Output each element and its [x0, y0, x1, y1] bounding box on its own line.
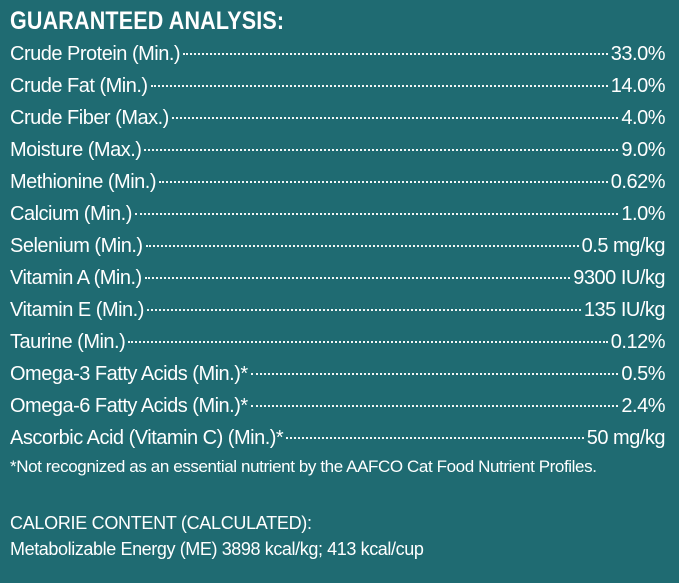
nutrient-value: 50 mg/kg: [586, 427, 666, 449]
nutrient-label: Taurine (Min.): [10, 331, 126, 353]
aafco-footnote: *Not recognized as an essential nutrient…: [10, 457, 597, 476]
nutrient-value: 33.0%: [610, 43, 666, 65]
dotted-leader: [128, 341, 608, 343]
nutrient-label: Calcium (Min.): [10, 203, 132, 225]
nutrient-label: Omega-3 Fatty Acids (Min.)*: [10, 363, 248, 385]
nutrient-row-crude-protein: Crude Protein (Min.) 33.0%: [10, 38, 666, 70]
nutrient-label: Vitamin A (Min.): [10, 267, 142, 289]
nutrient-row-crude-fat: Crude Fat (Min.) 14.0%: [10, 70, 666, 102]
nutrient-value: 0.12%: [610, 331, 666, 353]
dotted-leader: [286, 437, 584, 439]
nutrient-list: Crude Protein (Min.) 33.0% Crude Fat (Mi…: [10, 38, 666, 454]
nutrient-row-selenium: Selenium (Min.) 0.5 mg/kg: [10, 230, 666, 262]
calorie-content-title: CALORIE CONTENT (CALCULATED):: [10, 513, 312, 533]
dotted-leader: [144, 149, 619, 151]
nutrient-label: Vitamin E (Min.): [10, 299, 144, 321]
nutrient-label: Crude Fat (Min.): [10, 75, 148, 97]
nutrient-value: 2.4%: [621, 395, 665, 417]
nutrient-label: Methionine (Min.): [10, 171, 157, 193]
nutrient-row-vitamin-a: Vitamin A (Min.) 9300 IU/kg: [10, 262, 665, 294]
dotted-leader: [250, 405, 619, 407]
dotted-leader: [146, 309, 581, 311]
nutrient-value: 0.5 mg/kg: [581, 235, 666, 257]
nutrient-value: 9.0%: [621, 139, 665, 161]
analysis-heading: GUARANTEED ANALYSIS:: [10, 7, 285, 35]
nutrient-value: 4.0%: [621, 107, 665, 129]
dotted-leader: [183, 53, 608, 55]
nutrient-value: 135 IU/kg: [583, 299, 666, 321]
nutrient-label: Ascorbic Acid (Vitamin C) (Min.)*: [10, 427, 284, 449]
nutrient-label: Crude Protein (Min.): [10, 43, 181, 65]
nutrient-row-vitamin-e: Vitamin E (Min.) 135 IU/kg: [10, 294, 666, 326]
dotted-leader: [171, 117, 619, 119]
nutrient-row-ascorbic-acid: Ascorbic Acid (Vitamin C) (Min.)* 50 mg/…: [10, 422, 666, 454]
nutrient-label: Moisture (Max.): [10, 139, 142, 161]
nutrient-label: Selenium (Min.): [10, 235, 143, 257]
dotted-leader: [250, 373, 619, 375]
metabolizable-energy-text: Metabolizable Energy (ME) 3898 kcal/kg; …: [10, 539, 424, 559]
calorie-content-section: CALORIE CONTENT (CALCULATED): Metaboliza…: [10, 510, 665, 562]
nutrient-row-omega-6: Omega-6 Fatty Acids (Min.)* 2.4%: [10, 390, 665, 422]
nutrient-label: Crude Fiber (Max.): [10, 107, 169, 129]
nutrient-row-taurine: Taurine (Min.) 0.12%: [10, 326, 666, 358]
dotted-leader: [144, 277, 571, 279]
nutrient-value: 0.62%: [610, 171, 666, 193]
nutrient-value: 0.5%: [621, 363, 665, 385]
nutrient-label: Omega-6 Fatty Acids (Min.)*: [10, 395, 248, 417]
nutrient-row-calcium: Calcium (Min.) 1.0%: [10, 198, 665, 230]
dotted-leader: [159, 181, 608, 183]
nutrient-row-crude-fiber: Crude Fiber (Max.) 4.0%: [10, 102, 665, 134]
dotted-leader: [145, 245, 579, 247]
nutrient-row-moisture: Moisture (Max.) 9.0%: [10, 134, 665, 166]
nutrient-value: 14.0%: [610, 75, 666, 97]
dotted-leader: [134, 213, 619, 215]
nutrient-row-methionine: Methionine (Min.) 0.62%: [10, 166, 666, 198]
nutrient-value: 1.0%: [621, 203, 665, 225]
nutrient-value: 9300 IU/kg: [573, 267, 665, 289]
dotted-leader: [150, 85, 608, 87]
nutrient-row-omega-3: Omega-3 Fatty Acids (Min.)* 0.5%: [10, 358, 665, 390]
